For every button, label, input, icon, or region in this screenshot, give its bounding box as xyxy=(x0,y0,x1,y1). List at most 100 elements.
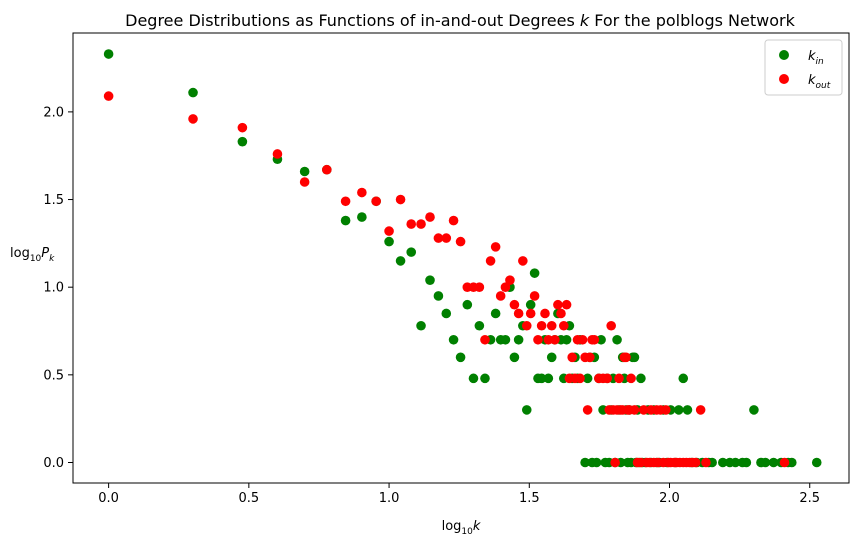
y-tick-label: 0.5 xyxy=(43,368,64,383)
data-point-k-in xyxy=(433,291,444,301)
data-point-k-in xyxy=(596,334,606,345)
data-point-k-out xyxy=(558,320,569,331)
data-point-k-out xyxy=(485,256,496,266)
data-point-k-in xyxy=(237,136,248,147)
data-point-k-out xyxy=(441,233,452,243)
data-point-k-in xyxy=(811,457,822,468)
data-point-k-out xyxy=(521,320,532,331)
data-point-k-out xyxy=(509,299,520,310)
data-point-k-out xyxy=(546,320,557,331)
data-point-k-out xyxy=(701,457,711,468)
data-point-k-out xyxy=(384,226,394,236)
data-point-k-out xyxy=(371,196,381,207)
legend-marker-k-in xyxy=(779,50,789,60)
data-point-k-out xyxy=(533,334,543,345)
y-axis-label: log10Pk xyxy=(10,246,55,264)
data-point-k-in xyxy=(536,373,547,384)
data-point-k-in xyxy=(468,373,479,384)
data-point-k-out xyxy=(299,177,310,187)
data-point-k-out xyxy=(779,457,790,468)
data-point-k-out xyxy=(425,212,435,222)
data-point-k-out xyxy=(621,352,631,363)
data-point-k-in xyxy=(768,457,779,468)
data-point-k-out xyxy=(606,320,616,331)
data-point-k-out xyxy=(577,334,588,345)
data-point-k-out xyxy=(500,282,511,292)
data-point-k-out xyxy=(357,187,367,198)
data-point-k-out xyxy=(602,373,613,384)
x-tick-label: 0.5 xyxy=(238,491,259,506)
data-point-k-out xyxy=(610,457,620,468)
data-point-k-in xyxy=(448,334,459,345)
plot-frame xyxy=(72,32,850,484)
y-tick-label: 1.0 xyxy=(43,281,64,296)
data-point-k-in xyxy=(730,457,741,468)
data-point-k-out xyxy=(103,91,114,101)
data-point-k-out xyxy=(638,405,649,415)
data-point-k-in xyxy=(741,457,752,468)
data-point-k-out xyxy=(322,164,332,175)
data-point-k-out xyxy=(690,457,701,468)
data-point-k-in xyxy=(441,308,452,319)
x-tick-label: 1.5 xyxy=(519,491,540,506)
data-point-k-in xyxy=(682,405,693,415)
data-point-k-out xyxy=(416,219,426,229)
data-point-k-out xyxy=(550,334,560,345)
data-point-k-in xyxy=(629,352,640,363)
data-point-k-in xyxy=(509,352,520,363)
data-point-k-out xyxy=(237,122,248,133)
data-point-k-out xyxy=(448,215,459,226)
x-tick-label: 2.5 xyxy=(799,491,820,506)
x-tick-label: 1.0 xyxy=(379,491,400,506)
legend-label-k-out: kout xyxy=(808,73,831,91)
data-point-k-out xyxy=(695,405,706,415)
data-point-k-out xyxy=(575,373,585,384)
data-point-k-out xyxy=(505,275,515,285)
data-point-k-in xyxy=(384,236,394,247)
legend: kin kout xyxy=(764,39,843,96)
data-point-k-out xyxy=(340,196,351,207)
data-point-k-out xyxy=(490,242,501,252)
data-point-k-in xyxy=(425,275,435,285)
x-tick-label: 0.0 xyxy=(98,491,119,506)
data-point-k-in xyxy=(455,352,466,363)
data-point-k-in xyxy=(357,212,367,222)
data-point-k-in xyxy=(580,457,590,468)
data-point-k-in xyxy=(500,334,511,345)
data-point-k-in xyxy=(340,215,351,226)
data-point-k-in xyxy=(678,373,689,384)
data-point-k-in xyxy=(749,405,759,415)
data-point-k-out xyxy=(513,308,524,319)
data-point-k-in xyxy=(673,405,684,415)
data-point-k-out xyxy=(480,334,490,345)
data-point-k-out xyxy=(272,149,283,159)
data-point-k-in xyxy=(525,299,536,310)
data-point-k-in xyxy=(188,87,198,98)
y-tick-label: 0.0 xyxy=(43,456,64,471)
data-point-k-out xyxy=(553,299,563,310)
data-point-k-in xyxy=(561,334,572,345)
data-point-k-out xyxy=(582,405,593,415)
data-point-k-out xyxy=(556,308,566,319)
data-point-k-out xyxy=(585,352,595,363)
data-point-k-out xyxy=(614,373,624,384)
y-tick-label: 1.5 xyxy=(43,193,64,208)
data-point-k-in xyxy=(529,268,540,278)
data-point-k-out xyxy=(406,219,417,229)
data-point-k-out xyxy=(589,334,600,345)
legend-marker-k-out xyxy=(779,74,789,84)
data-point-k-in xyxy=(395,256,406,266)
data-point-k-out xyxy=(455,236,466,247)
x-tick-label: 2.0 xyxy=(659,491,680,506)
data-point-k-out xyxy=(626,373,636,384)
y-tick-label: 2.0 xyxy=(43,105,64,120)
data-point-k-out xyxy=(188,114,198,124)
data-point-k-in xyxy=(521,405,532,415)
data-point-k-in xyxy=(103,49,114,59)
data-point-k-out xyxy=(495,291,506,301)
data-point-k-in xyxy=(582,373,593,384)
data-point-k-out xyxy=(567,352,577,363)
data-point-k-out xyxy=(540,308,550,319)
